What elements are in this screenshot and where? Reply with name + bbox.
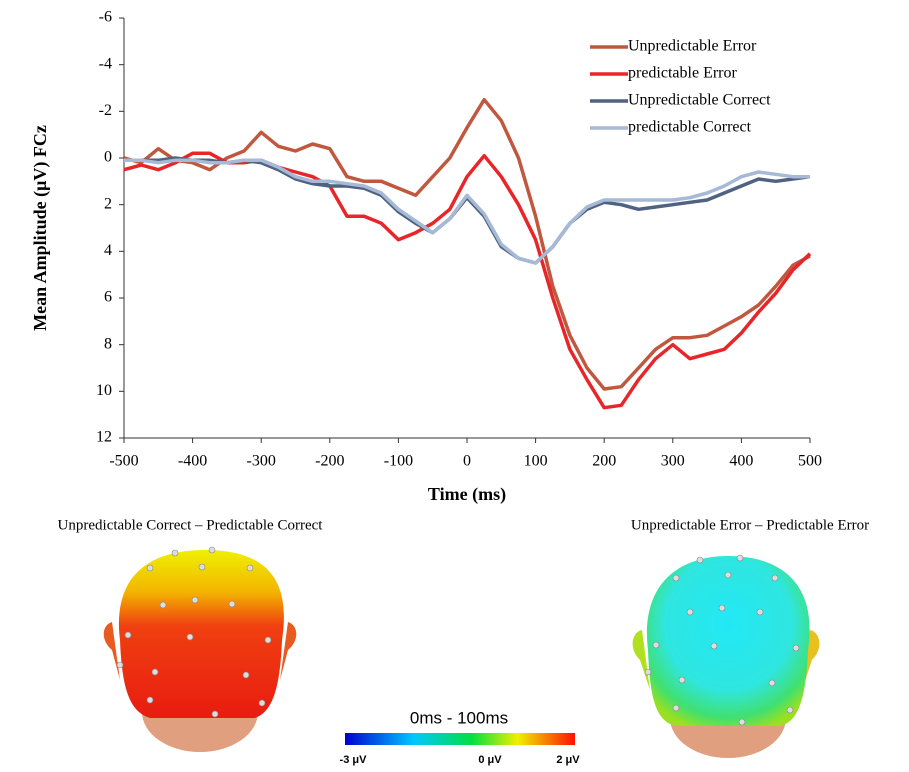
legend-label: Unpredictable Error: [628, 38, 757, 55]
y-tick-label: 12: [96, 429, 112, 446]
legend-label: predictable Error: [628, 65, 738, 82]
y-tick-label: 8: [104, 335, 112, 352]
x-tick-label: -100: [384, 453, 413, 470]
x-tick-label: 200: [592, 453, 616, 470]
y-tick-label: -2: [99, 102, 112, 119]
map-title: Unpredictable Correct – Predictable Corr…: [58, 517, 324, 533]
colorbar: [345, 733, 575, 745]
x-tick-label: 500: [798, 453, 822, 470]
legend-label: Unpredictable Correct: [628, 92, 771, 109]
x-tick-label: -300: [247, 453, 276, 470]
x-tick-label: 100: [524, 453, 548, 470]
x-axis-title: Time (ms): [428, 484, 506, 505]
series-line: [124, 156, 811, 265]
colorbar-label: -3 μV: [340, 754, 368, 766]
x-tick-label: 400: [729, 453, 753, 470]
colorbar-label: 2 μV: [556, 754, 580, 766]
y-tick-label: 4: [104, 242, 112, 259]
x-tick-label: 0: [463, 453, 471, 470]
y-tick-label: -4: [99, 55, 112, 72]
series-line: [124, 158, 810, 265]
colorbar-label: 0 μV: [478, 754, 502, 766]
y-tick-label: -6: [99, 9, 112, 26]
legend-label: predictable Correct: [628, 119, 752, 136]
y-tick-label: 0: [104, 149, 112, 166]
scalp-map-right: [632, 554, 820, 758]
x-tick-label: -400: [178, 453, 207, 470]
x-tick-label: -500: [109, 453, 138, 470]
x-tick-label: 300: [661, 453, 685, 470]
series-line: [123, 97, 811, 391]
map-title: Unpredictable Error – Predictable Error: [631, 517, 869, 533]
scalp-map-left: [103, 546, 297, 752]
x-tick-label: -200: [315, 453, 344, 470]
y-tick-label: 2: [104, 195, 112, 212]
y-tick-label: 6: [104, 289, 112, 306]
y-axis-title: Mean Amplitude (μV) FCz: [30, 125, 51, 331]
time-window: 0ms - 100ms: [410, 708, 508, 727]
y-tick-label: 10: [96, 382, 112, 399]
